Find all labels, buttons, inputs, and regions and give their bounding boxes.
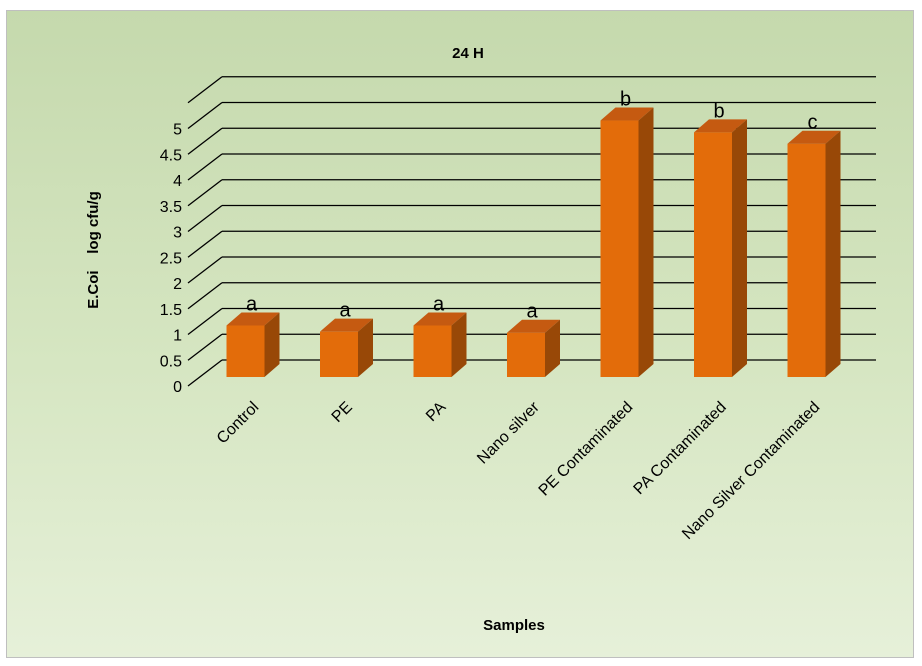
data-label: c [808,112,818,134]
x-tick-label: PE [329,399,356,426]
gridline-side [187,256,223,284]
bar [507,332,545,377]
y-axis-ticks: 0 0.5 1 1.5 2 2.5 3 3.5 4 4.5 5 [160,122,182,397]
data-label: a [526,301,538,323]
bar-top-face [226,312,280,326]
gridline-side [187,230,223,258]
bar-top-face [413,312,467,326]
x-tick-label: PE Contaminated [536,399,637,500]
bar [320,331,358,377]
bars [226,107,841,377]
y-tick-label: 0 [173,379,182,396]
data-label: b [620,89,631,111]
bar [413,325,452,377]
x-tick-label: Control [214,399,262,447]
y-tick-label: 2 [173,276,182,293]
gridline-side [187,153,223,181]
bar [600,120,639,377]
y-axis-label: E.Coi log cfu/g [85,191,102,309]
bar [787,143,826,377]
y-tick-label: 1 [173,328,182,345]
y-tick-label: 1.5 [160,302,182,319]
gridline-side [187,333,223,361]
bar-top-face [600,107,654,121]
data-labels: a a a a b b c [246,89,818,323]
bar-side-face [545,319,560,377]
gridline-side [187,101,223,130]
bar-side-face [732,119,747,377]
y-tick-label: 4.5 [160,147,182,164]
gridline-side [187,282,223,310]
data-label: b [713,100,724,122]
x-tick-label: Nano silver [474,398,543,467]
y-tick-label: 2.5 [160,250,182,267]
gridline-side [187,204,223,233]
gridline-side [187,307,223,336]
bar-side-face [825,130,841,377]
bar-side-face [264,312,280,377]
gridline-side [187,179,223,207]
bar-top-face [787,130,841,144]
x-axis-label: Samples [483,617,545,634]
x-tick-label: PA Contaminated [631,399,730,498]
bar-side-face [638,107,654,377]
gridline-side [187,127,223,155]
bar-side-face [358,318,373,377]
x-tick-label: PA [423,399,450,426]
y-tick-label: 0.5 [160,353,182,370]
y-tick-label: 4 [173,173,182,190]
bar [226,325,265,377]
data-label: a [433,294,445,316]
data-label: a [246,294,258,316]
data-label: a [339,300,351,322]
y-tick-label: 3 [173,225,182,242]
y-tick-label: 5 [173,122,182,139]
bar [694,132,732,377]
bar-top-face [320,318,373,332]
chart-title: 24 H [452,45,484,62]
bar-top-face [507,319,560,333]
bar-side-face [451,312,467,377]
bar-top-face [694,119,747,133]
gridline-side [187,359,223,387]
y-tick-label: 3.5 [160,199,182,216]
gridline-side [187,76,223,104]
